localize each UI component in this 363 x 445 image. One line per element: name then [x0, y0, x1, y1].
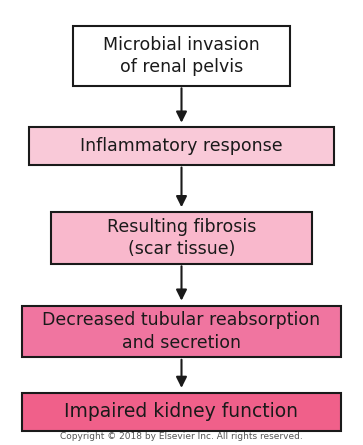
- Text: Resulting fibrosis
(scar tissue): Resulting fibrosis (scar tissue): [107, 218, 256, 258]
- Text: Copyright © 2018 by Elsevier Inc. All rights reserved.: Copyright © 2018 by Elsevier Inc. All ri…: [60, 433, 303, 441]
- FancyBboxPatch shape: [73, 25, 290, 85]
- Text: Microbial invasion
of renal pelvis: Microbial invasion of renal pelvis: [103, 36, 260, 76]
- Text: Inflammatory response: Inflammatory response: [80, 137, 283, 155]
- FancyBboxPatch shape: [22, 306, 341, 357]
- FancyBboxPatch shape: [29, 127, 334, 165]
- Text: Decreased tubular reabsorption
and secretion: Decreased tubular reabsorption and secre…: [42, 312, 321, 352]
- FancyBboxPatch shape: [51, 212, 312, 263]
- Text: Impaired kidney function: Impaired kidney function: [65, 402, 298, 421]
- FancyBboxPatch shape: [22, 393, 341, 431]
